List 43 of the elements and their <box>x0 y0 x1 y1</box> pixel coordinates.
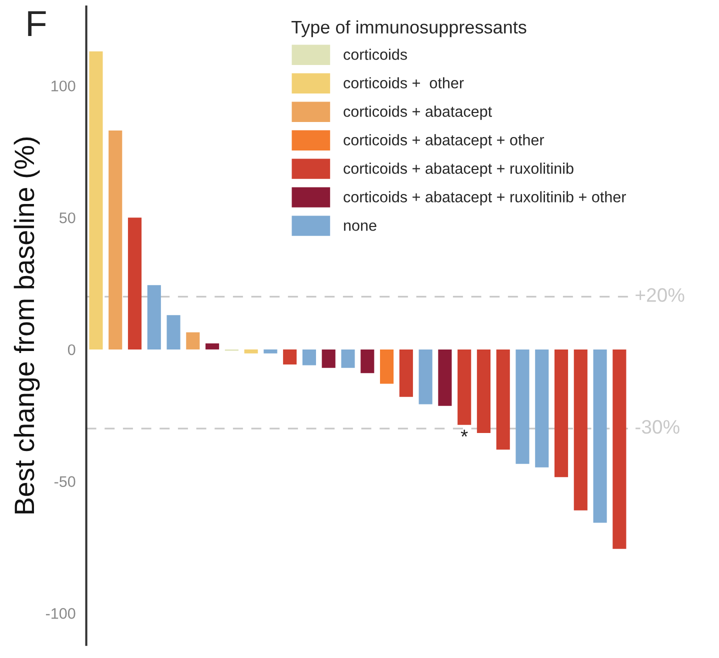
legend-label: corticoids + abatacept + ruxolitinib + other <box>344 191 626 206</box>
bar <box>458 349 472 425</box>
bar <box>341 349 355 368</box>
bar <box>438 349 452 406</box>
bar <box>535 349 549 468</box>
bar <box>166 315 180 350</box>
bar <box>186 332 200 350</box>
bar <box>89 51 103 350</box>
legend-label: corticoids + abatacept + other <box>344 134 544 148</box>
legend-label: corticoids + abatacept + ruxolitinib <box>344 162 574 177</box>
bar <box>399 349 413 397</box>
y-tick-label: -50 <box>54 476 76 488</box>
bar <box>322 349 336 368</box>
data-label: * <box>460 430 468 437</box>
bar <box>360 349 374 374</box>
bar <box>593 349 607 523</box>
bar <box>380 349 394 384</box>
bar <box>476 349 491 434</box>
y-tick-label: -100 <box>46 608 76 619</box>
y-tick-label: 50 <box>59 212 76 224</box>
bar <box>244 349 258 354</box>
chart-title: F <box>28 11 46 36</box>
bar <box>302 349 316 366</box>
legend-title: Type of immunosuppressants <box>291 20 526 38</box>
bar <box>206 343 220 350</box>
bar <box>496 349 510 450</box>
y-tick-label: 0 <box>68 344 76 356</box>
bar <box>516 349 530 464</box>
legend-label: corticoids + abatacept <box>344 106 492 120</box>
bar <box>574 349 588 510</box>
bar <box>554 349 568 478</box>
y-tick-label: 100 <box>52 80 76 92</box>
bar <box>418 349 432 404</box>
legend-label: corticoids + other <box>344 77 464 88</box>
bar <box>612 349 626 549</box>
legend-label: none <box>344 222 376 231</box>
bar <box>264 349 278 354</box>
bar <box>147 285 161 350</box>
legend-label: corticoids <box>344 48 407 60</box>
bar <box>283 349 297 364</box>
y-axis-title: Best change from baseline (%) <box>14 138 40 514</box>
bar <box>128 218 142 350</box>
bar <box>108 130 122 350</box>
